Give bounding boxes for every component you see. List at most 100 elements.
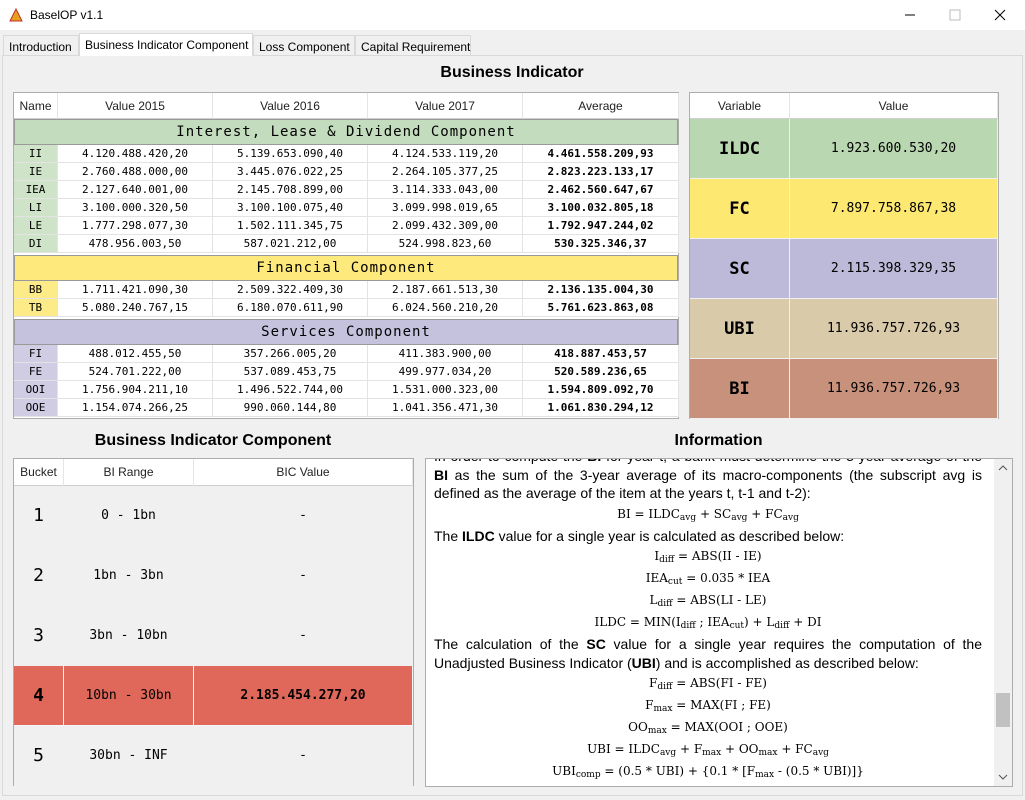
value-cell: 488.012.455,50: [58, 345, 213, 363]
bic-table: Bucket BI Range BIC Value 1 0 - 1bn -2 1bn - 3…: [13, 458, 414, 786]
scrollbar-graphics[interactable]: [994, 459, 1012, 786]
text: ; IEA: [695, 615, 730, 629]
formula: OOmax = MAX(OOI ; OOE): [434, 718, 982, 740]
value-cell: 3.100.100.075,40: [213, 199, 368, 217]
indicator-table: Name Value 2015 Value 2016 Value 2017 Averag…: [13, 92, 679, 419]
info-paragraph: The calculation of the SC value for a si…: [434, 635, 982, 672]
window-controls[interactable]: [890, 0, 1025, 30]
subscript: cut: [729, 621, 745, 631]
value-cell: 1.502.111.345,75: [213, 217, 368, 235]
bi-range: 3bn - 10bn: [64, 606, 194, 666]
tab[interactable]: Capital Requirement: [355, 35, 471, 55]
bic-value: -: [194, 546, 413, 606]
tab[interactable]: Loss Component: [253, 35, 355, 55]
scroll-thumb[interactable]: [996, 693, 1010, 727]
column-header: Variable: [690, 93, 790, 119]
value-cell: 478.956.003,50: [58, 235, 213, 253]
text: + FC: [777, 742, 813, 756]
text: = ABS(LI - LE): [672, 593, 767, 607]
name-cell: TB: [14, 299, 58, 317]
value-cell: 1.154.074.266,25: [58, 399, 213, 417]
name-cell: IEA: [14, 181, 58, 199]
text: value for a single year requires the com…: [434, 636, 982, 671]
value-cell: 1.061.830.294,12: [523, 399, 679, 417]
name-cell: OOI: [14, 381, 58, 399]
formula: BI = ILDCavg + SCavg + FCavg: [434, 505, 982, 527]
group-header: Services Component: [14, 319, 678, 345]
variable-value: 11.936.757.726,93: [790, 299, 998, 359]
value-cell: 2.760.488.000,00: [58, 163, 213, 181]
value-cell: 1.756.904.211,10: [58, 381, 213, 399]
bic-value: 2.185.454.277,20: [194, 666, 413, 726]
value-cell: 2.127.640.001,00: [58, 181, 213, 199]
title-bar: BaselOP v1.1: [0, 0, 1025, 30]
text: ) and is accomplished as described below…: [655, 654, 919, 671]
value-cell: 411.383.900,00: [368, 345, 523, 363]
name-cell: IE: [14, 163, 58, 181]
formula: Fmax = MAX(FI ; FE): [434, 696, 982, 718]
value-cell: 357.266.005,20: [213, 345, 368, 363]
value-cell: 520.589.236,65: [523, 363, 679, 381]
formula: Idiff = ABS(II - IE): [434, 547, 982, 569]
value-cell: 1.531.000.323,00: [368, 381, 523, 399]
value-cell: 1.594.809.092,70: [523, 381, 679, 399]
bucket: 4: [14, 666, 64, 726]
section-title: Information: [674, 432, 763, 449]
value-cell: 3.099.998.019,65: [368, 199, 523, 217]
text: = 0.035 * IEA: [682, 571, 771, 585]
value-cell: 4.461.558.209,93: [523, 145, 679, 163]
subscript: max: [702, 748, 722, 758]
text: F: [645, 698, 654, 712]
column-header: Name: [14, 93, 58, 119]
formula: Fdiff = ABS(FI - FE): [434, 674, 982, 696]
scrollbar[interactable]: [994, 459, 1012, 786]
variable-value: 11.936.757.726,93: [790, 359, 998, 419]
text: IEA: [645, 571, 668, 585]
bucket: 3: [14, 606, 64, 666]
tab[interactable]: Business Indicator Component: [79, 33, 253, 56]
text: + SC: [696, 506, 732, 521]
subscript: diff: [657, 599, 673, 609]
text: + OO: [721, 742, 759, 756]
value-cell: 6.024.560.210,20: [368, 299, 523, 317]
column-header: Value 2015: [58, 93, 213, 119]
bucket: 2: [14, 546, 64, 606]
text: value for a single year is calculated as…: [494, 527, 845, 544]
formula: UBI = ILDCavg + Fmax + OOmax + FCavg: [434, 740, 982, 762]
bold-text: BI: [587, 459, 601, 464]
variable-name: SC: [690, 239, 790, 299]
subscript: avg: [731, 512, 748, 523]
name-cell: OOE: [14, 399, 58, 417]
subscript: max: [653, 704, 673, 714]
subscript: avg: [679, 512, 697, 523]
value-cell: 1.496.522.744,00: [213, 381, 368, 399]
subscript: diff: [680, 621, 696, 631]
section-title: Business Indicator: [440, 64, 584, 81]
value-cell: 5.139.653.090,40: [213, 145, 368, 163]
name-cell: BB: [14, 281, 58, 299]
value-cell: 5.761.623.863,08: [523, 299, 679, 317]
subscript: max: [758, 748, 778, 758]
value-cell: 587.021.212,00: [213, 235, 368, 253]
bic-value: -: [194, 726, 413, 786]
variable-value: 7.897.758.867,38: [790, 179, 998, 239]
value-cell: 1.041.356.471,30: [368, 399, 523, 417]
tab[interactable]: Introduction: [3, 35, 79, 55]
info-paragraph: In order to compute the BI for year t, a…: [434, 459, 982, 503]
variable-name: FC: [690, 179, 790, 239]
value-cell: 3.100.032.805,18: [523, 199, 679, 217]
formula: Ldiff = ABS(LI - LE): [434, 591, 982, 613]
formula: SC = MAX[Fdiff ; MIN(Fmax ; UBIcomp)] + …: [434, 784, 982, 786]
value-cell: 5.080.240.767,15: [58, 299, 213, 317]
subscript: avg: [812, 748, 829, 758]
column-header: Bucket: [14, 459, 64, 486]
group-header: Interest, Lease & Dividend Component: [14, 119, 678, 145]
info-content: In order to compute the BI for year t, a…: [434, 459, 982, 786]
value-cell: 4.120.488.420,20: [58, 145, 213, 163]
subscript: max: [647, 726, 667, 736]
variable-value: 2.115.398.329,35: [790, 239, 998, 299]
text: = (0.5 * UBI) + {0.1 * [F: [600, 764, 756, 778]
text: UBI = ILDC: [587, 742, 660, 756]
bic-value: -: [194, 606, 413, 666]
